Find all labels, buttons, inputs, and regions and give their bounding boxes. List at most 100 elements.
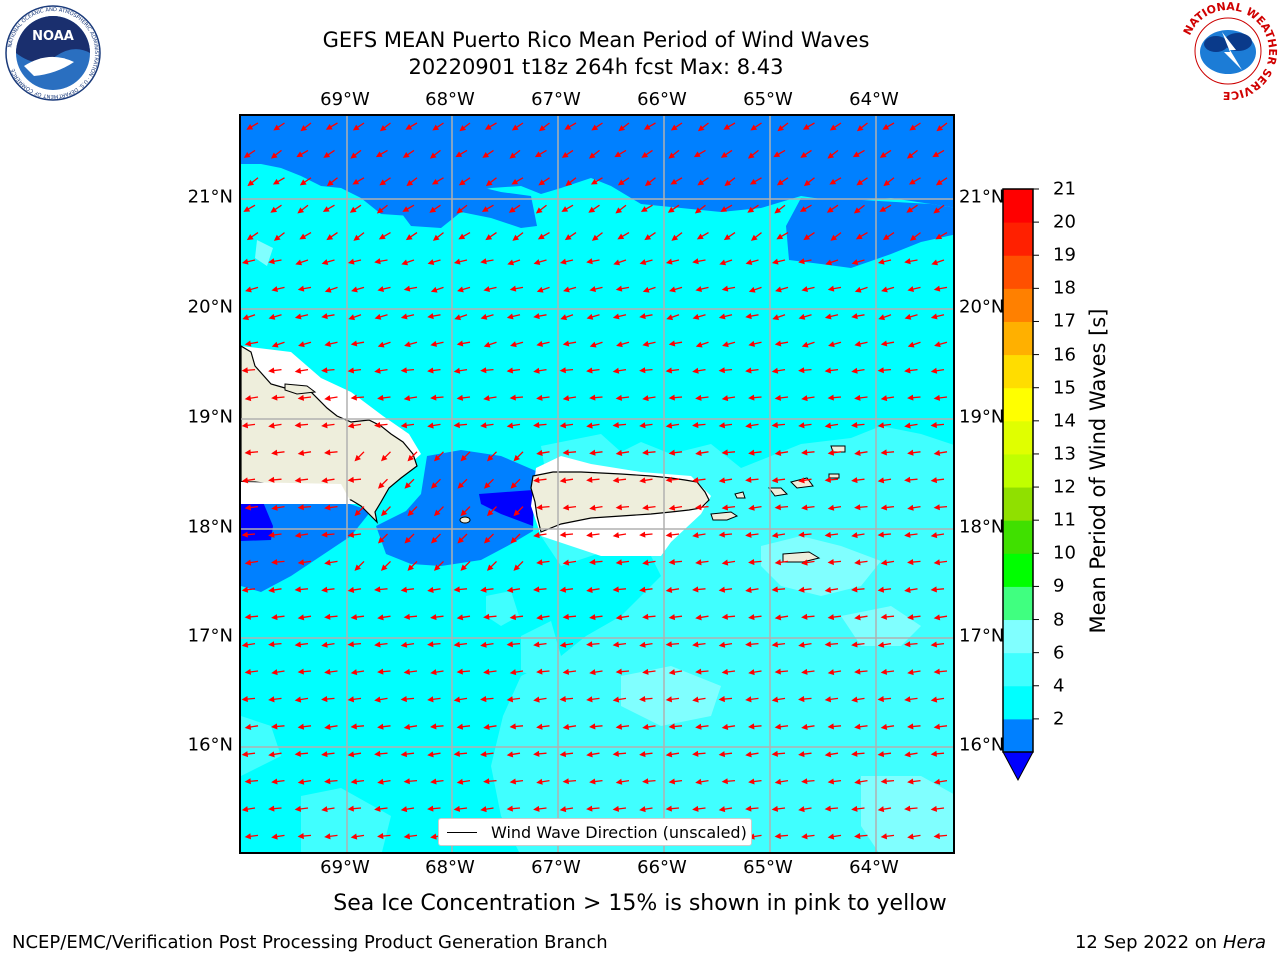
wave-direction-arrow — [511, 177, 524, 185]
wave-direction-arrow — [721, 395, 736, 402]
wave-direction-arrow — [403, 285, 418, 292]
wave-direction-arrow — [456, 778, 471, 785]
wave-direction-arrow — [644, 177, 656, 187]
lat-label-left: 18°N — [187, 516, 233, 538]
wave-direction-arrow — [615, 204, 627, 214]
wave-direction-arrow — [856, 122, 868, 132]
colorbar-title: Mean Period of Wind Waves [s] — [1086, 308, 1110, 634]
wave-direction-arrow — [615, 668, 630, 675]
wave-direction-arrow — [483, 395, 497, 402]
wave-direction-arrow — [907, 614, 921, 621]
wave-direction-arrow — [934, 341, 948, 348]
wave-direction-arrow — [456, 723, 471, 730]
wave-direction-arrow — [801, 341, 815, 348]
wave-direction-arrow — [349, 204, 362, 213]
wave-direction-arrow — [668, 340, 683, 347]
wave-direction-arrow — [589, 341, 603, 348]
wave-direction-arrow — [668, 149, 680, 159]
wave-direction-arrow — [904, 476, 918, 483]
wave-direction-arrow — [536, 723, 550, 730]
wave-direction-arrow — [511, 122, 524, 131]
wave-direction-arrow — [535, 204, 547, 214]
wave-direction-arrow — [670, 177, 683, 185]
wave-direction-arrow — [798, 313, 812, 320]
wave-direction-arrow — [883, 177, 895, 187]
wave-direction-arrow — [350, 614, 365, 621]
wave-direction-arrow — [639, 696, 653, 703]
wave-direction-arrow — [771, 477, 786, 484]
wave-direction-arrow — [533, 641, 547, 648]
wave-direction-arrow — [827, 778, 842, 785]
wave-direction-arrow — [827, 285, 842, 292]
wave-direction-arrow — [909, 122, 921, 131]
wave-direction-arrow — [347, 805, 362, 812]
wave-direction-arrow — [376, 204, 388, 214]
wave-direction-arrow — [453, 586, 468, 593]
wave-direction-arrow — [801, 778, 815, 785]
wave-direction-arrow — [586, 422, 600, 429]
wave-direction-arrow — [771, 258, 786, 265]
wave-direction-arrow — [562, 340, 577, 347]
wave-direction-arrow — [827, 669, 842, 676]
colorbar-tick-label: 15 — [1053, 377, 1076, 399]
wave-direction-arrow — [718, 422, 733, 429]
wave-direction-arrow — [244, 449, 259, 456]
wave-direction-arrow — [483, 341, 497, 348]
wave-direction-arrow — [510, 341, 524, 348]
wave-direction-arrow — [851, 422, 865, 429]
wave-direction-arrow — [718, 367, 733, 374]
wave-direction-arrow — [877, 477, 892, 484]
wave-direction-arrow — [854, 504, 868, 511]
contour-band-8-9 — [761, 536, 881, 596]
wave-direction-arrow — [853, 204, 865, 214]
colorbar-band — [1003, 255, 1033, 289]
wave-direction-arrow — [533, 532, 547, 539]
wave-direction-arrow — [877, 586, 892, 593]
wave-direction-arrow — [509, 614, 524, 621]
wave-direction-arrow — [294, 805, 309, 812]
wave-direction-arrow — [639, 422, 653, 429]
wave-direction-arrow — [506, 367, 521, 374]
lon-label-top: 69°W — [320, 89, 370, 110]
land-island — [710, 511, 739, 521]
wave-direction-arrow — [244, 778, 259, 785]
wave-direction-arrow — [400, 696, 415, 703]
wave-direction-arrow — [294, 313, 309, 320]
wave-direction-arrow — [718, 751, 733, 758]
lon-label-bottom: 64°W — [849, 857, 899, 878]
wave-direction-arrow — [246, 232, 259, 241]
wave-direction-arrow — [695, 614, 709, 621]
wave-direction-arrow — [374, 641, 388, 648]
wave-direction-arrow — [456, 614, 471, 621]
wave-direction-arrow — [244, 504, 259, 511]
wave-direction-arrow — [930, 477, 945, 484]
wave-direction-arrow — [824, 641, 839, 648]
wave-direction-arrow — [508, 204, 521, 213]
wave-direction-arrow — [509, 778, 524, 785]
lon-label-bottom: 69°W — [320, 857, 370, 878]
wave-direction-arrow — [612, 477, 627, 484]
wave-direction-arrow — [639, 367, 653, 374]
wave-direction-arrow — [486, 506, 497, 517]
wave-direction-arrow — [907, 559, 921, 566]
wave-direction-arrow — [907, 669, 921, 676]
wave-direction-arrow — [665, 422, 680, 429]
wave-direction-arrow — [591, 122, 603, 131]
lat-label-right: 16°N — [959, 734, 1005, 756]
wave-direction-arrow — [695, 394, 709, 401]
wave-direction-arrow — [458, 177, 471, 186]
wave-direction-arrow — [829, 177, 842, 185]
wave-direction-arrow — [268, 805, 282, 812]
wave-direction-arrow — [852, 149, 865, 158]
wave-direction-arrow — [772, 314, 786, 321]
wave-direction-arrow — [851, 805, 865, 812]
wave-direction-arrow — [586, 476, 600, 483]
wave-direction-arrow — [271, 559, 285, 566]
wave-direction-arrow — [879, 204, 892, 212]
wave-direction-arrow — [643, 122, 656, 130]
wave-direction-arrow — [347, 258, 362, 265]
wave-direction-arrow — [297, 394, 312, 401]
wave-direction-arrow — [827, 394, 842, 401]
colorbar-tick-label: 14 — [1053, 410, 1076, 432]
wave-direction-arrow — [615, 778, 630, 785]
